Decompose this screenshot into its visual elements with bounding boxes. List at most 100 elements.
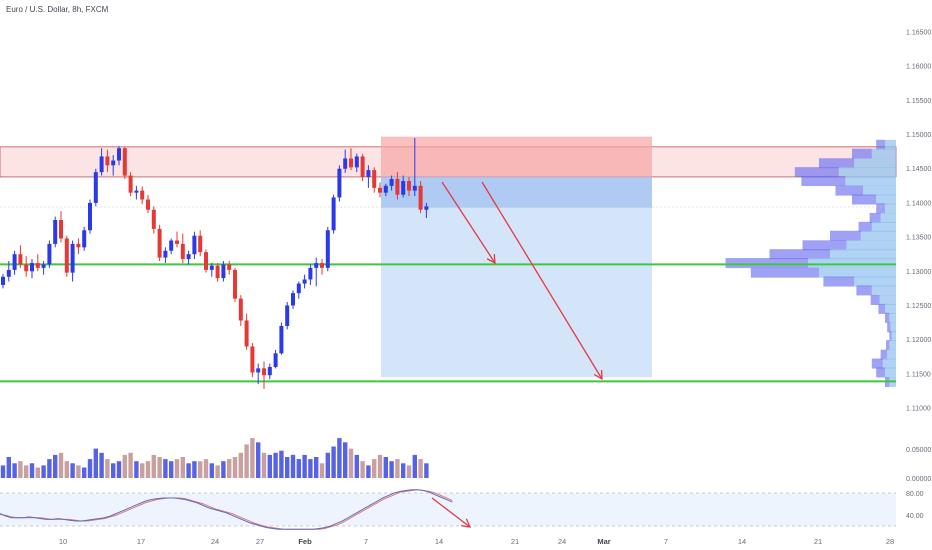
volume-profile-bar	[887, 349, 896, 360]
volume-profile-node	[801, 176, 846, 187]
volume-bar	[401, 463, 406, 478]
candle-down	[151, 209, 156, 229]
candle-down	[418, 185, 423, 210]
volume-profile-node	[858, 221, 872, 232]
candle-down	[140, 190, 145, 200]
price-tick-label: 1.12500	[906, 303, 931, 310]
candle-up	[383, 185, 388, 193]
stochastic-k-line	[0, 489, 453, 530]
candle-up	[285, 305, 290, 326]
volume-profile-bar	[890, 322, 896, 333]
stochastic-d-line	[0, 489, 453, 530]
arrow-to-level-2-head	[593, 369, 603, 381]
volume-profile-bar	[838, 167, 896, 178]
candle-down	[105, 156, 110, 166]
price-tick-label: 1.15500	[906, 98, 931, 105]
candle-up	[366, 170, 371, 177]
date-tick-label: 7	[664, 537, 668, 546]
candle-down	[349, 158, 353, 168]
candle-down	[18, 254, 23, 265]
candle-down	[238, 298, 243, 321]
date-tick-label: 7	[364, 537, 368, 546]
date-tick-label: 28	[886, 537, 894, 546]
volume-bar	[343, 442, 348, 478]
candle-up	[93, 172, 98, 203]
volume-bar	[424, 463, 429, 478]
volume-bar	[406, 465, 412, 478]
date-tick-label: 24	[211, 537, 219, 546]
candle-up	[111, 160, 116, 166]
volume-profile-bar	[889, 340, 896, 351]
candle-up	[331, 197, 336, 231]
volume-profile-node	[830, 230, 861, 241]
volume-bar	[116, 461, 122, 478]
volume-bar	[308, 459, 313, 478]
volume-profile-node	[852, 194, 877, 205]
stoch-tick-label: 80.00	[906, 491, 924, 498]
price-tick-label: 1.13500	[906, 235, 931, 242]
candle-up	[169, 240, 174, 251]
candle-up	[291, 293, 295, 306]
candle-down	[146, 199, 150, 210]
volume-bar	[70, 463, 75, 478]
date-tick-label: 24	[558, 537, 566, 546]
candle-up	[186, 254, 191, 259]
volume-bar	[18, 461, 23, 478]
volume-bar	[366, 465, 371, 478]
candle-up	[325, 230, 330, 268]
volume-profile-node	[802, 240, 847, 251]
candle-down	[24, 264, 29, 272]
volume-profile-node	[835, 185, 863, 196]
candle-up	[412, 185, 417, 191]
candle-down	[59, 220, 63, 239]
candle-up	[47, 243, 52, 265]
candle-down	[180, 243, 185, 259]
volume-profile-node	[878, 303, 885, 314]
volume-profile-node	[885, 312, 890, 323]
price-tick-label: 1.16000	[906, 64, 931, 71]
candle-up	[267, 366, 272, 376]
candle-up	[221, 264, 226, 279]
volume-profile-bar	[845, 176, 896, 187]
volume-bar	[215, 465, 220, 478]
volume-bar	[93, 448, 98, 478]
volume-bar	[134, 461, 139, 478]
volume-bar	[348, 448, 354, 478]
arrow-to-level-1-head	[486, 253, 496, 265]
candle-up	[424, 206, 429, 210]
volume-profile-bar	[854, 158, 896, 169]
date-tick-label: Mar	[597, 537, 610, 546]
volume-bar	[337, 438, 342, 478]
candle-down	[407, 181, 411, 191]
volume-bar	[169, 461, 174, 478]
volume-profile-node	[876, 203, 885, 214]
candle-up	[53, 220, 58, 244]
candle-up	[401, 181, 406, 195]
volume-bar	[122, 454, 127, 478]
candle-up	[134, 190, 139, 193]
volume-bar	[319, 463, 325, 478]
volume-profile-bar	[882, 358, 896, 369]
candle-up	[256, 368, 261, 373]
candle-up	[117, 148, 121, 161]
volume-profile-bar	[885, 203, 896, 214]
volume-bar	[314, 457, 319, 478]
volume-bar	[99, 452, 104, 478]
volume-bar	[105, 459, 110, 478]
volume-bar	[157, 457, 162, 478]
candle-up	[302, 279, 307, 284]
volume-bar	[383, 457, 388, 478]
volume-profile-bar	[876, 194, 896, 205]
volume-bar	[29, 463, 35, 478]
candle-up	[192, 235, 197, 255]
volume-bar	[395, 459, 400, 478]
date-tick-label: 14	[435, 537, 443, 546]
volume-bar	[221, 461, 226, 478]
date-tick-label: 27	[256, 537, 264, 546]
candle-down	[244, 320, 249, 347]
volume-bar	[296, 459, 301, 478]
volume-bar	[180, 457, 185, 478]
volume-bar	[279, 450, 284, 478]
price-tick-label: 1.13000	[906, 269, 931, 276]
